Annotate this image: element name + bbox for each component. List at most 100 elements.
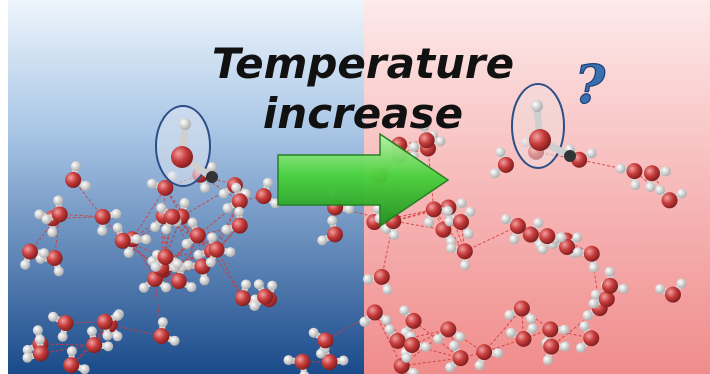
oxygen-atom: [51, 206, 68, 223]
hydrogen-bond: [40, 343, 95, 346]
hydrogen-atom: [537, 244, 548, 255]
oxygen-atom: [171, 146, 193, 168]
water-molecule: [572, 245, 600, 273]
water-molecule: [112, 222, 142, 249]
water-molecule: [655, 278, 687, 303]
oxygen-atom: [515, 330, 532, 347]
water-molecules: [20, 121, 687, 374]
hydrogen-atom: [112, 222, 123, 233]
oxygen-atom: [317, 332, 334, 349]
oxygen-atom: [32, 345, 49, 362]
oxygen-atom: [189, 227, 206, 244]
water-molecule: [221, 206, 248, 235]
water-molecule: [222, 182, 248, 214]
hydrogen-atom: [660, 166, 671, 177]
water-molecule: [35, 249, 64, 277]
hydrogen-atom: [38, 248, 49, 259]
water-molecule: [86, 326, 114, 354]
hydrogen-bond: [433, 209, 444, 230]
hydrogen-atom: [442, 205, 453, 216]
hydrogen-atom: [112, 331, 123, 342]
water-molecule: [500, 213, 526, 245]
hydrogen-atom: [183, 260, 194, 271]
hydrogen-atom: [495, 146, 506, 157]
hydrogen-atom: [435, 136, 446, 147]
hydrogen-atom: [221, 224, 232, 235]
hydrogen-atom: [253, 279, 264, 290]
water-molecule: [602, 266, 629, 294]
hydrogen-bond: [216, 249, 244, 299]
oxygen-atom: [539, 228, 556, 245]
hydrogen-atom: [504, 309, 515, 320]
hydrogen-atom: [509, 234, 520, 245]
oxygen-atom: [543, 338, 560, 355]
hydrogen-atom: [445, 362, 456, 373]
hydrogen-bond: [109, 324, 162, 337]
hydrogen-atom: [249, 300, 260, 311]
water-molecule: [384, 324, 416, 349]
green-arrow-icon: [277, 132, 450, 228]
hydrogen-atom: [80, 180, 91, 191]
hydrogen-atom: [618, 283, 629, 294]
hydrogen-atom: [408, 368, 419, 374]
title-line-1: Temperature: [212, 39, 514, 88]
water-molecule: [317, 215, 343, 246]
hydrogen-atom: [381, 315, 392, 326]
hydrogen-atom: [363, 274, 374, 285]
water-molecule: [359, 304, 392, 327]
highlighted-molecule-cold: [155, 105, 218, 187]
hydrogen-atom: [463, 228, 474, 239]
hydrogen-atom: [399, 305, 410, 316]
water-molecule: [249, 279, 274, 311]
hydrogen-atom: [112, 310, 123, 321]
hydrogen-atom: [505, 327, 516, 338]
hydrogen-bond: [160, 216, 173, 269]
water-molecule: [308, 327, 334, 359]
hydrogen-atom: [542, 355, 553, 366]
hydrogen-bond: [397, 328, 449, 342]
question-mark: ?: [575, 55, 606, 116]
oxygen-atom: [326, 226, 343, 243]
hydrogen-atom: [186, 282, 197, 293]
hydrogen-atom: [315, 348, 326, 359]
hydrogen-atom: [53, 195, 64, 206]
hydrogen-atom: [103, 341, 114, 352]
hydrogen-atom: [262, 177, 273, 188]
water-molecule: [423, 201, 453, 228]
hydrogen-atom: [156, 202, 167, 213]
oxygen-atom: [170, 273, 187, 290]
hydrogen-atom: [70, 161, 81, 172]
hydrogen-atom: [459, 260, 470, 271]
oxygen-atom: [598, 291, 615, 308]
hydrogen-atom: [423, 217, 434, 228]
oxygen-atom: [497, 156, 514, 173]
water-molecule: [63, 346, 90, 374]
hydrogen-bond: [197, 235, 217, 250]
hydrogen-atom: [283, 355, 294, 366]
hydrogen-atom: [444, 216, 455, 227]
hydrogen-atom: [240, 279, 251, 290]
water-molecule: [505, 323, 538, 347]
hydrogen-atom: [234, 206, 245, 217]
water-molecule: [138, 270, 172, 293]
oxygen-atom: [509, 218, 526, 235]
hydrogen-bond: [178, 235, 199, 282]
oxygen-atom: [255, 188, 272, 205]
oxygen-atom: [418, 132, 435, 149]
oxygen-atom: [157, 248, 174, 265]
hydrogen-atom: [131, 234, 142, 245]
hydrogen-atom: [206, 161, 217, 172]
water-molecule: [48, 311, 74, 342]
oxygen-atom: [513, 300, 530, 317]
oxygen-atom: [373, 268, 390, 285]
oxygen-atom: [157, 179, 174, 196]
oxygen-atom: [452, 350, 469, 367]
water-molecule: [181, 217, 206, 249]
hydrogen-atom: [645, 182, 656, 193]
hydrogen-atom: [527, 323, 538, 334]
hydrogen-atom: [500, 213, 511, 224]
oxygen-atom: [231, 217, 248, 234]
hydrogen-atom: [409, 141, 420, 152]
hydrogen-atom: [433, 333, 444, 344]
